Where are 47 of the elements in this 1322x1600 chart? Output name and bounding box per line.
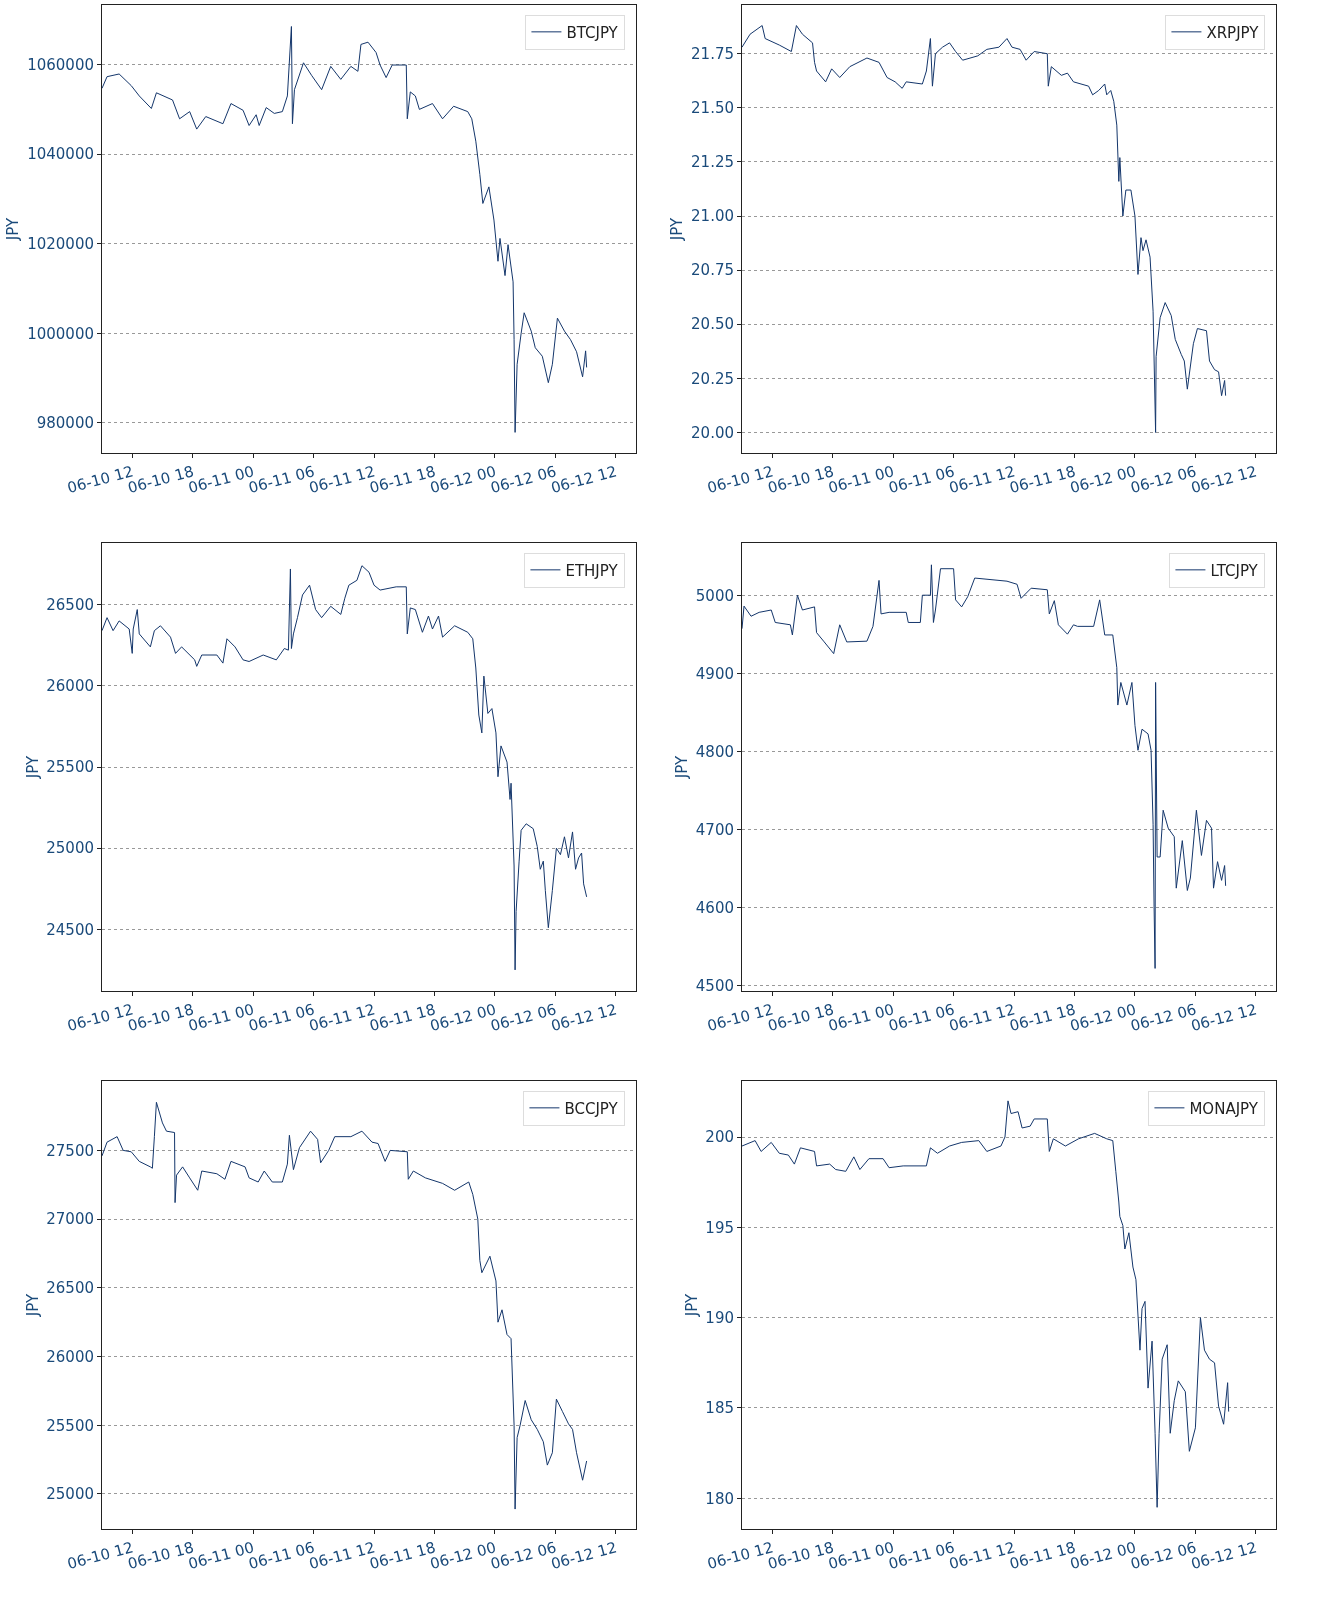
y-tick-label: 190 bbox=[705, 1308, 734, 1327]
y-tick-label: 1060000 bbox=[27, 55, 94, 74]
y-tick-label: 26000 bbox=[46, 677, 94, 696]
y-tick-label: 24500 bbox=[46, 920, 94, 939]
y-tick-label: 25500 bbox=[46, 1416, 94, 1435]
y-tick-label: 1020000 bbox=[27, 235, 94, 254]
y-tick-label: 4900 bbox=[695, 665, 734, 684]
y-tick-label: 25000 bbox=[46, 1485, 94, 1504]
y-tick-label: 21.50 bbox=[691, 99, 734, 118]
y-tick-label: 200 bbox=[705, 1128, 734, 1147]
y-tick-label: 195 bbox=[705, 1218, 734, 1237]
y-axis-title: JPY bbox=[23, 755, 42, 780]
y-tick-label: 21.25 bbox=[691, 153, 734, 172]
legend-label: BCCJPY bbox=[564, 1099, 619, 1118]
legend-label: MONAJPY bbox=[1189, 1099, 1259, 1118]
y-axis-title: JPY bbox=[673, 755, 692, 780]
y-tick-label: 185 bbox=[705, 1399, 734, 1418]
y-tick-label: 1000000 bbox=[27, 324, 94, 343]
y-tick-label: 4600 bbox=[695, 898, 734, 917]
legend-label: XRPJPY bbox=[1206, 23, 1260, 42]
y-tick-label: 5000 bbox=[695, 587, 734, 606]
legend-label: BTCJPY bbox=[566, 23, 619, 42]
y-axis-title: JPY bbox=[4, 217, 23, 242]
y-tick-label: 26000 bbox=[46, 1347, 94, 1366]
y-tick-label: 20.00 bbox=[691, 423, 734, 442]
y-tick-label: 27000 bbox=[46, 1210, 94, 1229]
y-tick-label: 25500 bbox=[46, 758, 94, 777]
y-tick-label: 4800 bbox=[695, 743, 734, 762]
y-tick-label: 21.00 bbox=[691, 207, 734, 226]
y-tick-label: 26500 bbox=[46, 595, 94, 614]
y-tick-label: 21.75 bbox=[691, 44, 734, 63]
y-tick-label: 1040000 bbox=[27, 145, 94, 164]
y-tick-label: 4500 bbox=[695, 976, 734, 995]
y-tick-label: 27500 bbox=[46, 1141, 94, 1160]
y-tick-label: 26500 bbox=[46, 1279, 94, 1298]
y-tick-label: 25000 bbox=[46, 839, 94, 858]
y-tick-label: 20.25 bbox=[691, 369, 734, 388]
y-tick-label: 20.75 bbox=[691, 261, 734, 280]
y-tick-label: 4700 bbox=[695, 820, 734, 839]
y-axis-title: JPY bbox=[23, 1293, 42, 1318]
y-axis-title: JPY bbox=[668, 217, 687, 242]
legend-label: LTCJPY bbox=[1210, 561, 1259, 580]
y-axis-title: JPY bbox=[682, 1293, 701, 1318]
y-tick-label: 980000 bbox=[36, 414, 94, 433]
y-tick-label: 20.50 bbox=[691, 315, 734, 334]
legend-label: ETHJPY bbox=[565, 561, 619, 580]
y-tick-label: 180 bbox=[705, 1489, 734, 1508]
